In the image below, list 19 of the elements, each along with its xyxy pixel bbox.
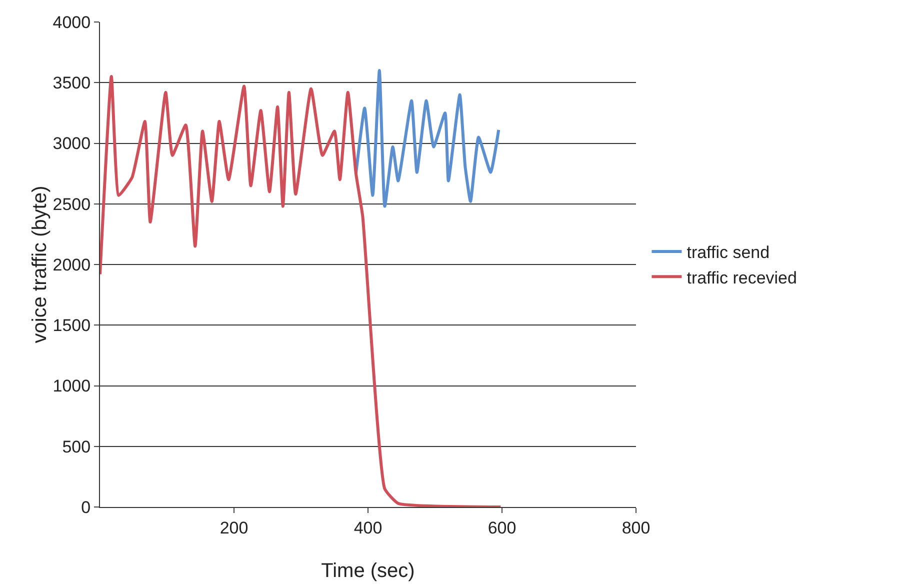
x-axis-title: Time (sec) bbox=[321, 560, 415, 582]
line-series bbox=[354, 69, 500, 208]
line-series bbox=[100, 75, 502, 507]
y-tick-label: 3500 bbox=[52, 74, 91, 93]
y-tick-label: 3000 bbox=[52, 134, 91, 154]
x-tick-label: 800 bbox=[622, 518, 650, 538]
x-tick-label: 400 bbox=[354, 518, 382, 538]
y-tick-label: 1000 bbox=[52, 376, 91, 396]
legend-label: traffic recevied bbox=[686, 268, 797, 288]
y-tick-label: 4000 bbox=[52, 12, 91, 32]
x-tick-label: 600 bbox=[488, 518, 516, 538]
legend-label: traffic send bbox=[686, 243, 770, 262]
y-tick-label: 2500 bbox=[52, 194, 91, 214]
y-tick-label: 2000 bbox=[52, 255, 91, 274]
x-tick-label: 200 bbox=[220, 518, 248, 538]
y-axis-title: voice traffic (byte) bbox=[28, 186, 51, 344]
y-tick-label: 0 bbox=[81, 498, 91, 517]
y-tick-label: 1500 bbox=[52, 316, 91, 336]
y-tick-label: 500 bbox=[62, 437, 91, 456]
